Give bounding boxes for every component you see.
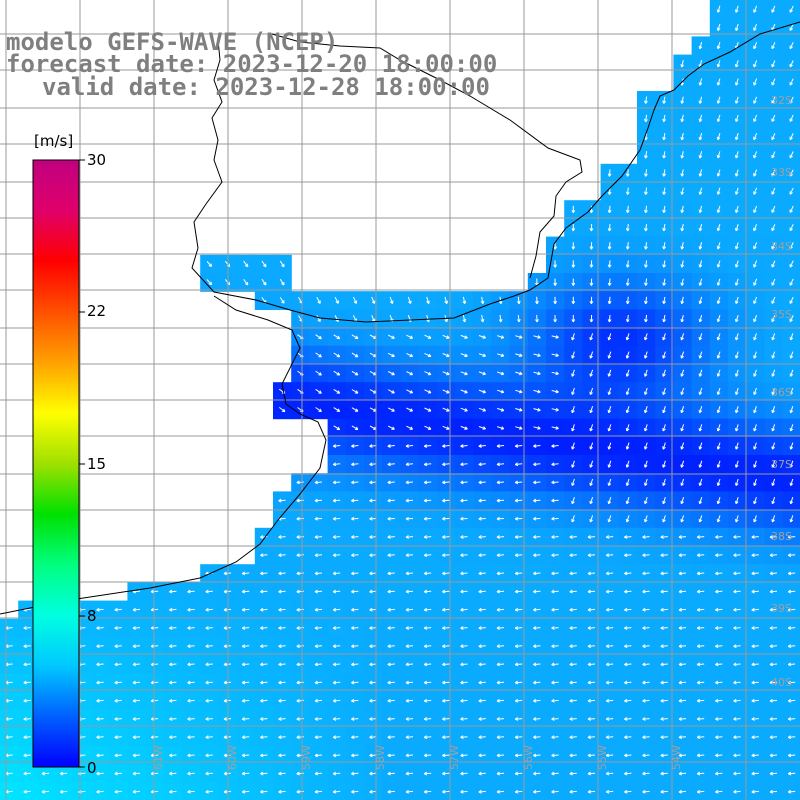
colorbar-tick-30: 30 [87,151,107,169]
lat-label: 40S [771,676,792,689]
colorbar-tick-22: 22 [87,302,107,320]
coastline [191,21,800,323]
lon-label: 55W [596,745,609,770]
lon-label: 61W [152,745,165,770]
colorbar-tick-15: 15 [87,455,107,473]
valid-date: valid date: 2023-12-28 18:00:00 [42,73,490,101]
lagoon-shore [271,33,583,279]
colorbar-unit: [m/s] [34,132,74,150]
colorbar-tick-0: 0 [87,759,97,777]
lon-label: 57W [448,745,461,770]
lat-label: 34S [771,240,792,253]
lon-label: 56W [522,745,535,770]
lat-label: 35S [771,308,792,321]
lat-label: 37S [771,458,792,471]
lon-label: 54W [670,745,683,770]
lon-label: 59W [300,745,313,770]
lat-label: 36S [771,386,792,399]
colorbar [32,159,85,768]
colorbar-tick-8: 8 [87,607,97,625]
lat-label: 32S [771,94,792,107]
forecast-date: forecast date: 2023-12-20 18:00:00 [6,50,498,78]
model-title: modelo GEFS-WAVE (NCEP) [6,28,339,56]
wind-arrows [5,5,796,794]
patagonia-coast [0,295,327,615]
lat-label: 39S [771,602,792,615]
lat-label: 33S [771,166,792,179]
lon-label: 60W [226,745,239,770]
colorbar-ramp [32,159,80,768]
lat-label: 38S [771,530,792,543]
lon-label: 58W [374,745,387,770]
